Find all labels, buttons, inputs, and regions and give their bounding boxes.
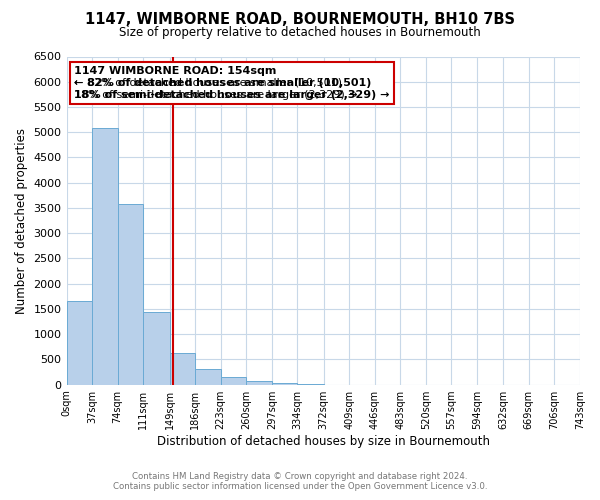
Bar: [170, 354, 195, 384]
Bar: [221, 377, 246, 384]
Y-axis label: Number of detached properties: Number of detached properties: [15, 128, 28, 314]
Bar: [118, 204, 143, 384]
X-axis label: Distribution of detached houses by size in Bournemouth: Distribution of detached houses by size …: [157, 434, 490, 448]
Bar: [195, 370, 221, 384]
Bar: [92, 128, 118, 384]
Text: 1147 WIMBORNE ROAD: 154sqm
← 82% of detached houses are smaller (10,501)
18% of : 1147 WIMBORNE ROAD: 154sqm ← 82% of deta…: [74, 66, 390, 100]
Bar: [246, 381, 272, 384]
Bar: [143, 312, 170, 384]
Text: Size of property relative to detached houses in Bournemouth: Size of property relative to detached ho…: [119, 26, 481, 39]
Text: 1147, WIMBORNE ROAD, BOURNEMOUTH, BH10 7BS: 1147, WIMBORNE ROAD, BOURNEMOUTH, BH10 7…: [85, 12, 515, 28]
Text: Contains HM Land Registry data © Crown copyright and database right 2024.
Contai: Contains HM Land Registry data © Crown c…: [113, 472, 487, 491]
Text: ← 82% of detached houses are smaller (10,501)
18% of semi-detached houses are la: ← 82% of detached houses are smaller (10…: [74, 66, 358, 100]
Bar: [67, 302, 92, 384]
Bar: [272, 383, 298, 384]
